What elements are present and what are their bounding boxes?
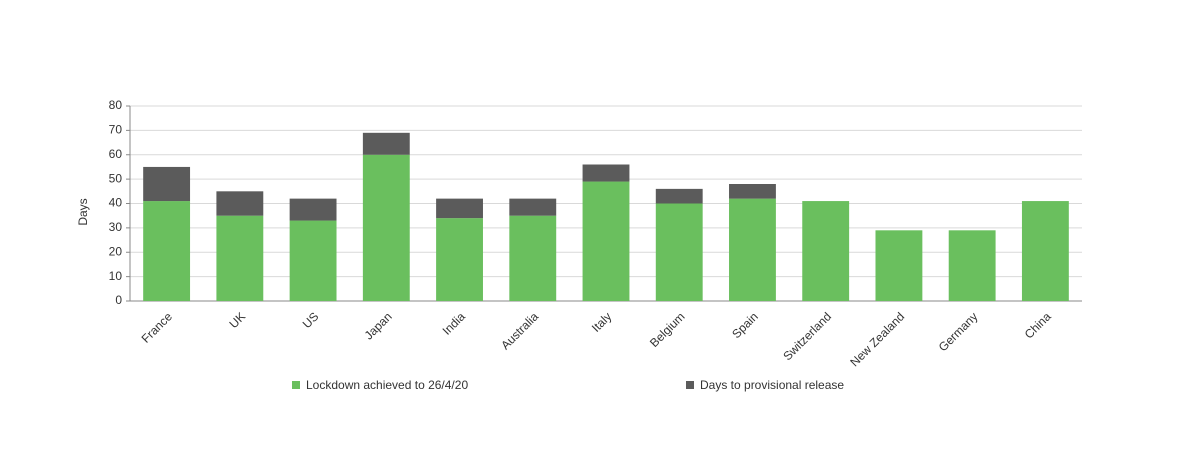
bar-segment	[289, 220, 337, 301]
bar-segment	[948, 230, 996, 301]
x-tick-label: France	[139, 309, 176, 346]
y-tick-label: 70	[109, 123, 123, 137]
y-tick-label: 0	[115, 293, 122, 307]
bar-segment	[655, 188, 703, 204]
legend-swatch	[292, 381, 300, 389]
x-tick-label: Germany	[936, 309, 981, 354]
bar-segment	[509, 198, 557, 216]
y-tick-label: 40	[109, 196, 123, 210]
bar-segment	[289, 198, 337, 221]
x-tick-label: Spain	[729, 309, 761, 341]
bar-segment	[875, 230, 923, 301]
x-tick-label: Switzerland	[780, 309, 834, 363]
y-tick-label: 80	[109, 98, 123, 112]
bar-segment	[655, 203, 703, 301]
bar-segment	[509, 215, 557, 301]
bar-segment	[436, 198, 483, 219]
bar-segment	[362, 154, 410, 301]
y-tick-label: 10	[109, 269, 123, 283]
bar-segment	[143, 166, 191, 202]
bar-segment	[1021, 201, 1069, 301]
x-tick-label: US	[300, 309, 322, 331]
y-tick-label: 30	[109, 220, 123, 234]
legend-label: Days to provisional release	[700, 378, 844, 392]
x-tick-label: China	[1022, 309, 1054, 341]
x-tick-label: Australia	[498, 309, 541, 352]
legend-label: Lockdown achieved to 26/4/20	[306, 378, 468, 392]
x-tick-label: India	[440, 309, 469, 338]
y-axis-label: Days	[76, 198, 90, 225]
bar-segment	[216, 191, 264, 216]
bar-segment	[362, 132, 410, 155]
y-tick-label: 60	[109, 147, 123, 161]
bar-segment	[216, 215, 264, 301]
x-tick-label: New Zealand	[847, 309, 907, 369]
legend-swatch	[686, 381, 694, 389]
y-tick-label: 50	[109, 171, 123, 185]
x-tick-label: Belgium	[647, 309, 688, 350]
bar-segment	[582, 164, 630, 182]
x-tick-label: UK	[227, 309, 249, 331]
bar-segment	[143, 201, 191, 301]
bar-segment	[729, 184, 776, 199]
bar-segment	[436, 218, 483, 301]
bar-segment	[802, 201, 850, 301]
bar-segment	[582, 181, 630, 301]
x-tick-label: Italy	[589, 309, 614, 334]
y-tick-label: 20	[109, 244, 123, 258]
x-tick-label: Japan	[362, 309, 395, 342]
bar-segment	[729, 198, 776, 301]
